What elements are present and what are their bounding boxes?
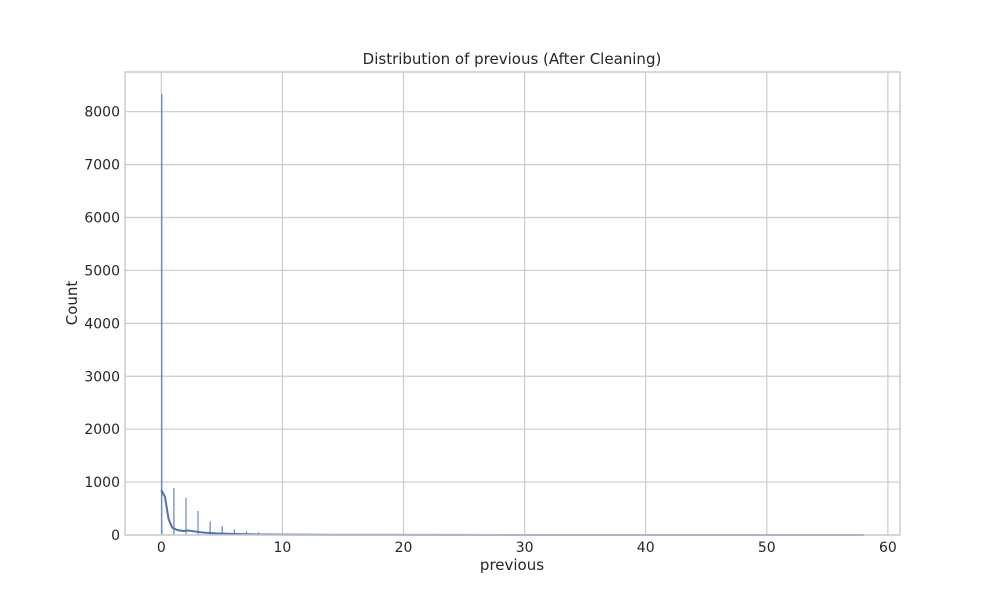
kde-layer — [160, 489, 864, 536]
y-tick-label: 5000 — [84, 263, 120, 279]
y-tick-label: 1000 — [84, 475, 120, 491]
y-tick-label: 4000 — [84, 316, 120, 332]
x-tick-label: 10 — [274, 540, 292, 556]
y-tick-label: 8000 — [84, 105, 120, 121]
histogram-bar — [185, 497, 187, 536]
plot-frame — [124, 71, 901, 536]
x-tick-labels: 0 10 20 30 40 50 60 — [157, 540, 897, 556]
y-axis-label: Count — [63, 281, 81, 326]
x-axis-label: previous — [480, 556, 544, 574]
histogram-bar — [161, 94, 163, 536]
spine-layer — [124, 71, 901, 536]
y-tick-label: 2000 — [84, 422, 120, 438]
x-tick-label: 40 — [637, 540, 655, 556]
y-tick-label: 0 — [111, 528, 120, 544]
x-tick-label: 30 — [516, 540, 534, 556]
y-tick-labels: 0 1000 2000 3000 4000 5000 6000 7000 8000 — [84, 105, 120, 544]
x-tick-label: 60 — [879, 540, 897, 556]
y-tick-label: 3000 — [84, 369, 120, 385]
y-tick-label: 6000 — [84, 211, 120, 227]
grid-layer — [125, 72, 900, 536]
y-tick-label: 7000 — [84, 158, 120, 174]
x-tick-label: 0 — [157, 540, 166, 556]
x-tick-label: 20 — [395, 540, 413, 556]
bars-layer — [161, 94, 344, 536]
kde-line — [160, 489, 864, 536]
x-tick-label: 50 — [758, 540, 776, 556]
chart-title: Distribution of previous (After Cleaning… — [363, 50, 662, 68]
